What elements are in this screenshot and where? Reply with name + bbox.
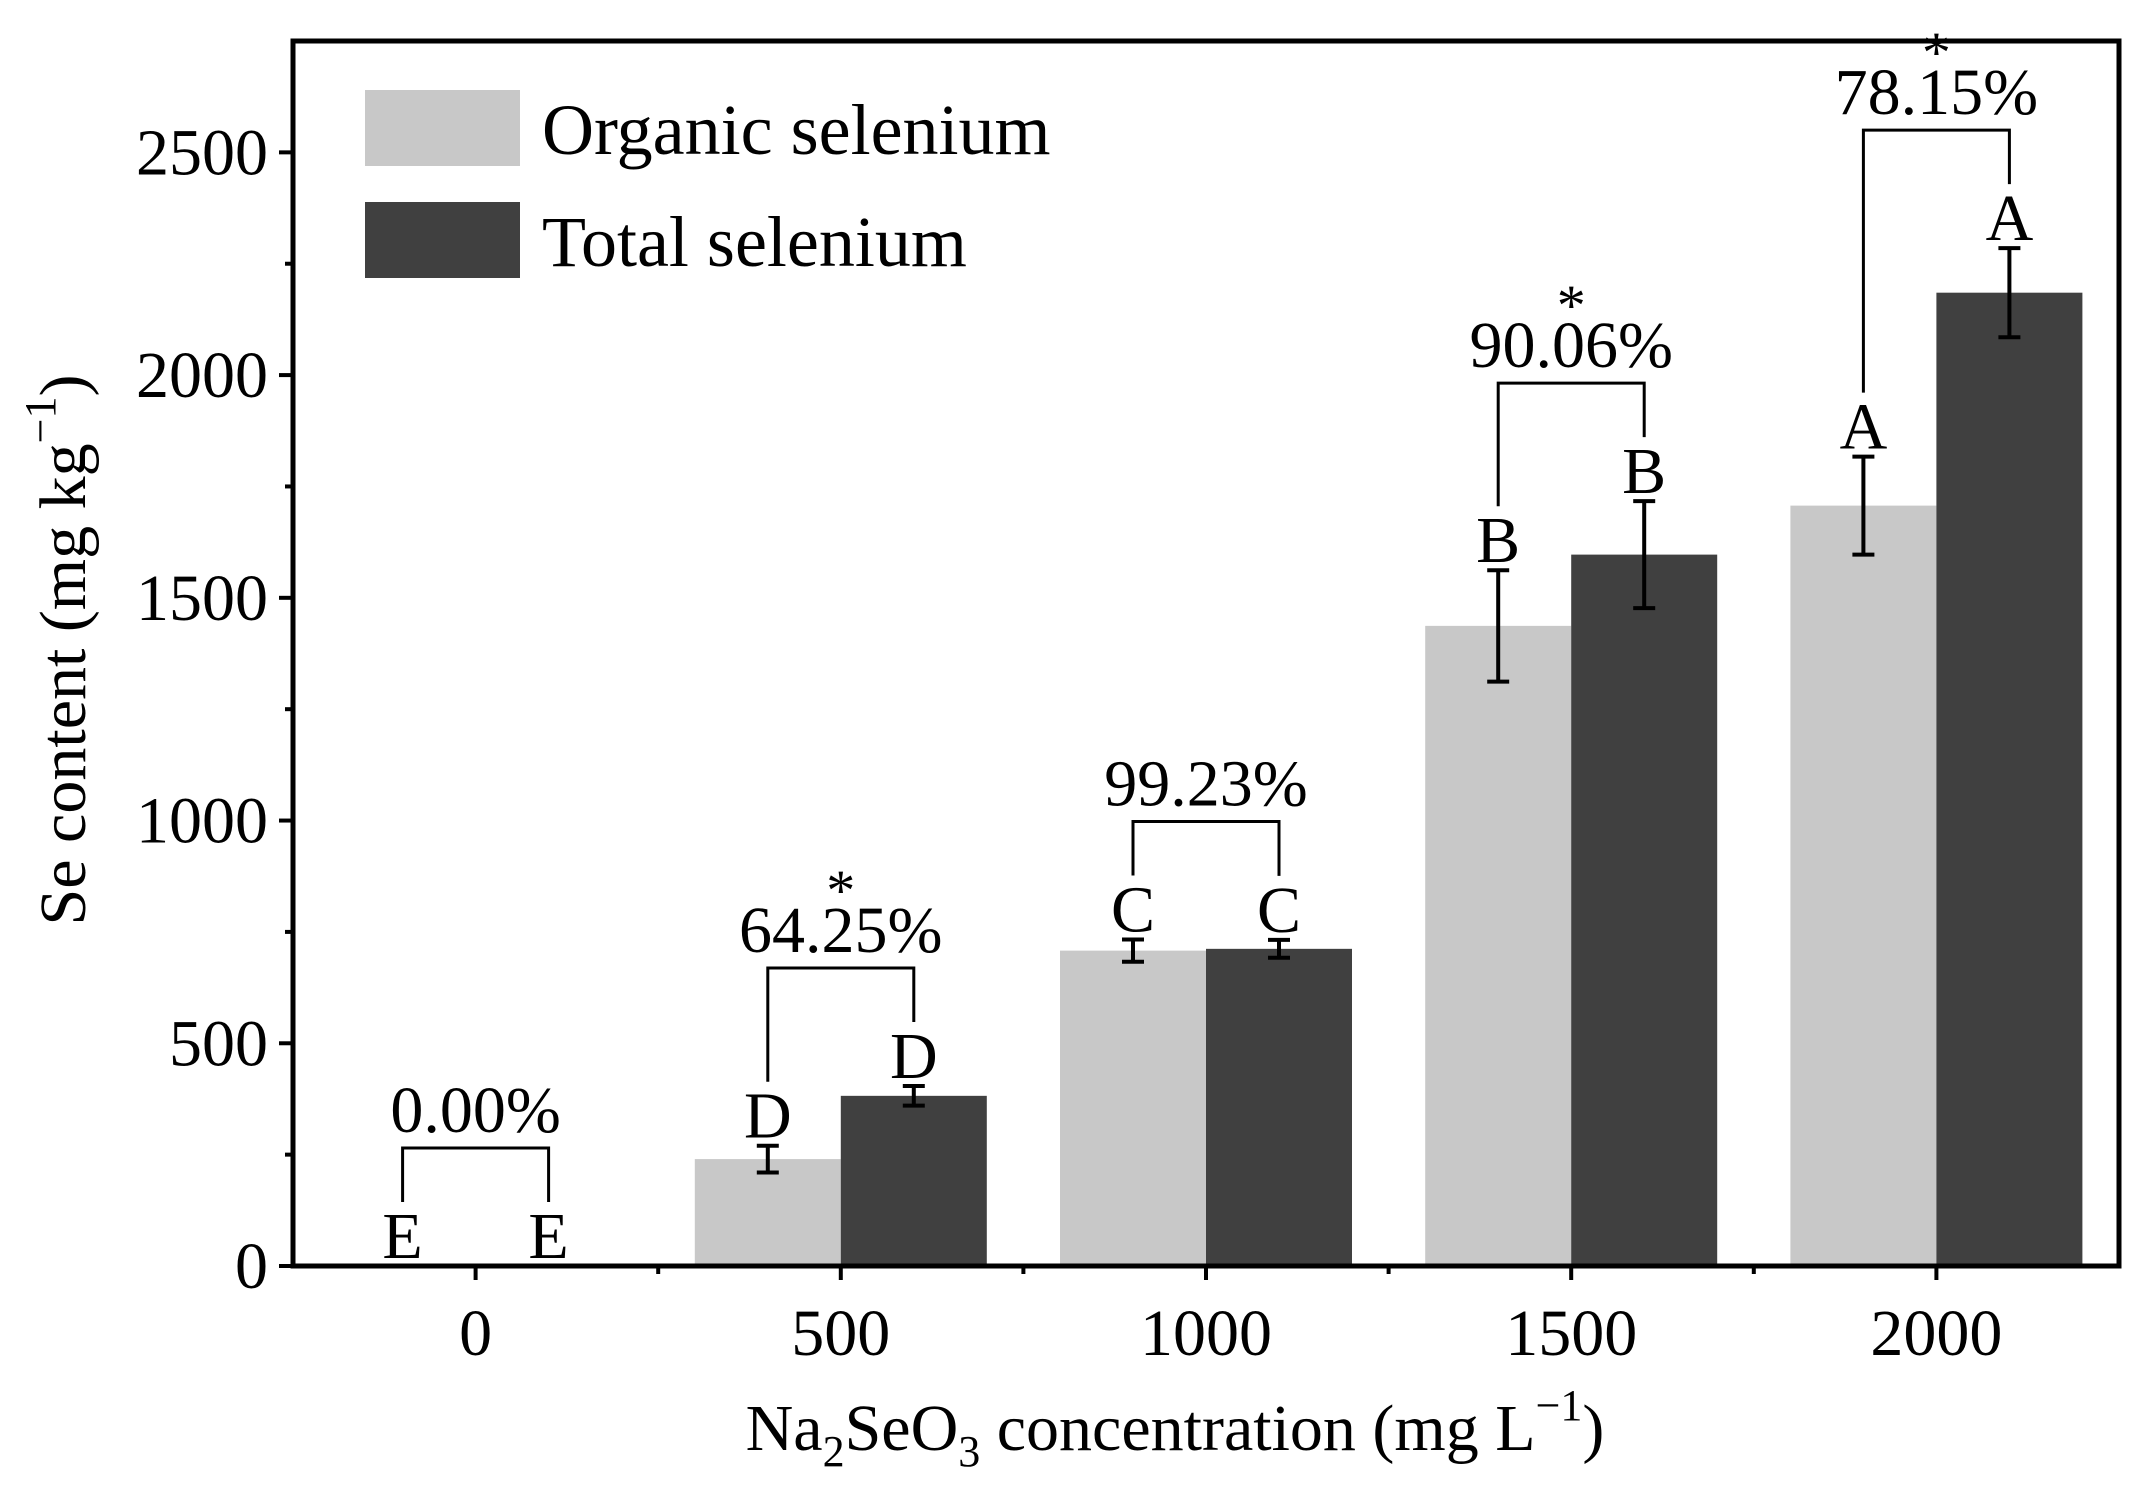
percentage-label: 78.15% [1835,56,2038,129]
significance-star: * [826,858,855,923]
comparison-bracket [1861,128,2011,393]
percentage-label: 90.06% [1469,309,1672,382]
y-axis-title-part: ) [27,375,100,397]
x-tick-label: 500 [791,1297,890,1370]
x-axis-title-part: concentration (mg L [980,1392,1535,1465]
comparison-bracket [1131,819,1281,876]
x-tick-label: 2000 [1870,1297,2002,1370]
x-tick-label: 1500 [1505,1297,1637,1370]
legend-swatch-total-selenium [365,202,520,278]
y-axis-title-superscript: −1 [16,397,65,444]
percentage-label: 99.23% [1104,747,1307,820]
significance-letter: A [1986,182,2034,255]
y-tick-label: 500 [169,1007,268,1080]
bar-organic-selenium [1425,625,1572,1266]
x-tick-label: 1000 [1140,1297,1272,1370]
comparison-bracket [401,1146,551,1202]
y-tick-label: 2500 [136,116,268,189]
x-axis-title-subscript: 3 [958,1427,980,1476]
x-axis-title-subscript: 2 [823,1427,845,1476]
bar-total-selenium [840,1095,987,1266]
legend-label-organic-selenium: Organic selenium [542,90,1051,170]
x-tick-label: 0 [459,1297,492,1370]
significance-letter: C [1111,873,1155,946]
significance-letter: B [1622,435,1666,508]
significance-letter: D [744,1080,792,1153]
x-axis-title-part: Na [746,1392,823,1465]
x-axis-title: Na2SeO3 concentration (mg L−1) [746,1381,1605,1476]
axes-layer: 0 500 1000 1500 2000 2500 0 500 1000 1500 2000 [136,116,2002,1370]
bars-layer [694,292,2083,1266]
x-axis-title-part: ) [1582,1392,1604,1465]
significance-star: * [1922,20,1951,85]
significance-letter: D [890,1020,938,1093]
percentage-label: 0.00% [390,1074,560,1147]
comparison-bracket [1496,381,1646,507]
y-tick-label: 0 [235,1230,268,1303]
legend: Organic selenium Total selenium [365,90,1051,282]
significance-letter: C [1257,874,1301,947]
x-axis-title-part: SeO [845,1392,959,1465]
bar-organic-selenium [1790,505,1937,1266]
x-axis-title-superscript: −1 [1536,1381,1583,1430]
bar-total-selenium [1571,554,1718,1266]
significance-star: * [1557,273,1586,338]
bar-organic-selenium [1060,950,1206,1266]
significance-letter: E [528,1200,568,1273]
error-bars-layer [756,246,2021,1175]
bar-total-selenium [1936,292,2083,1266]
y-axis-title: Se content (mg kg−1) [16,375,100,926]
significance-letter: A [1840,391,1888,464]
y-tick-label: 2000 [136,339,268,412]
bar-total-selenium [1206,948,1352,1266]
significance-letter: B [1476,504,1520,577]
comparison-bracket [766,966,916,1082]
y-axis-title-part: Se content (mg kg [27,443,100,925]
annotations-layer: EDCBAEDCBA0.00%64.25%*99.23%90.06%*78.15… [382,20,2038,1273]
significance-letter: E [382,1200,422,1273]
bar-organic-selenium [694,1159,841,1266]
y-tick-label: 1500 [136,562,268,635]
legend-label-total-selenium: Total selenium [542,202,967,282]
y-tick-label: 1000 [136,785,268,858]
legend-swatch-organic-selenium [365,90,520,166]
percentage-label: 64.25% [739,894,942,967]
